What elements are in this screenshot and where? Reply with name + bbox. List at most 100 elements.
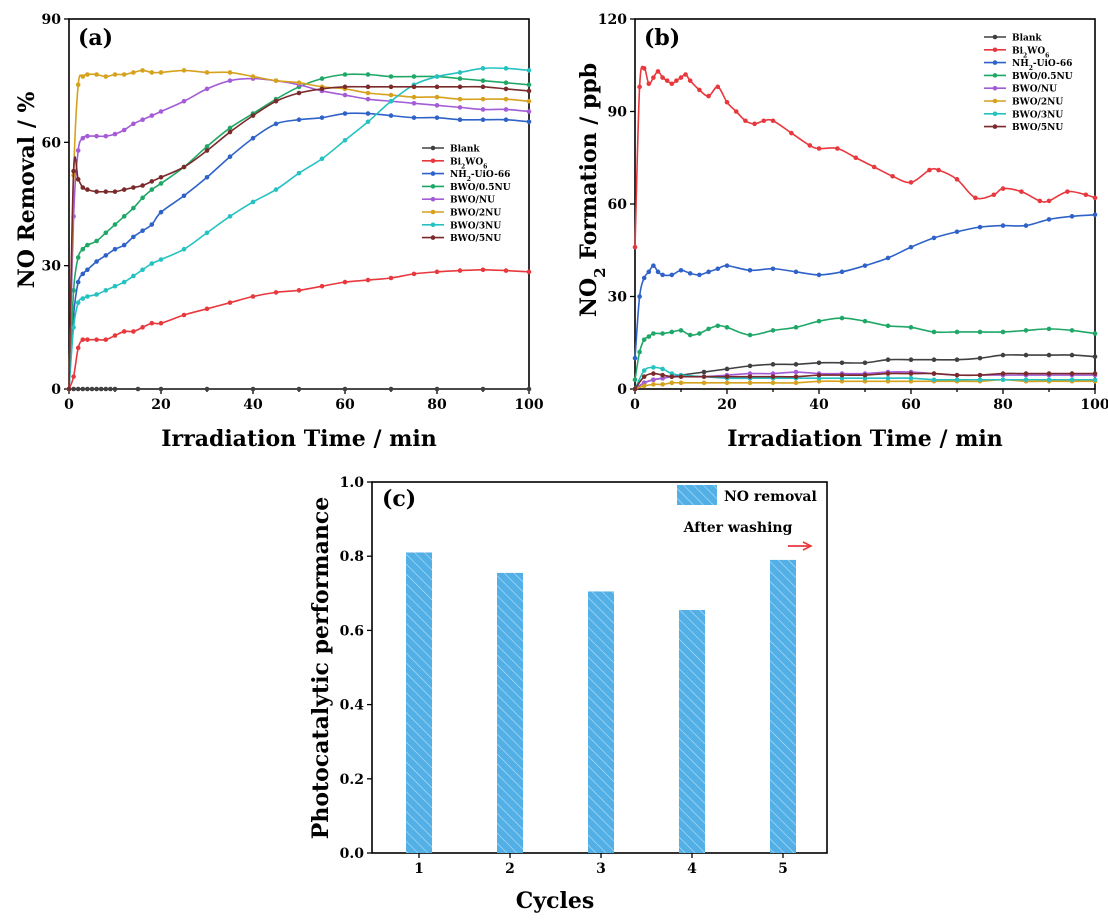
panel-a-series-nh2-uio-66-point <box>140 228 145 234</box>
panel-a-series-bi2wo6-point <box>121 329 127 334</box>
panel-b-xtick-label: 60 <box>901 397 921 413</box>
panel-a-series-bwo-2nu-point <box>365 90 371 96</box>
panel-b-series-bwo-0-5nu-point <box>1069 328 1075 333</box>
panel-b-series-bwo-5nu-point <box>908 371 914 376</box>
panel-c-ytick-label: 0.0 <box>340 846 365 862</box>
panel-b-legend-label: Bi2WO6 <box>1012 46 1049 59</box>
panel-b-series-bwo-3nu-point <box>885 375 891 381</box>
panel-c-xtick-label: 2 <box>505 861 515 877</box>
panel-b-series-bwo-0-5nu-point <box>816 318 822 324</box>
panel-a-legend-marker <box>430 184 436 189</box>
panel-a-series-bwo-2nu-point <box>75 82 81 88</box>
panel-b-series-bi2wo6-point <box>1046 198 1052 204</box>
panel-a-series-nh2-uio-66-point <box>503 117 509 123</box>
panel-a-series-bwo-nu-point <box>342 92 348 98</box>
panel-c-xtick-label: 1 <box>414 861 424 877</box>
panel-a-series-nh2-uio-66-point <box>319 115 325 120</box>
panel-b-legend-label: BWO/5NU <box>1012 123 1063 133</box>
panel-b-xtick-label: 40 <box>809 397 829 413</box>
panel-a-series-bwo-2nu-point <box>158 70 164 75</box>
panel-a-series-blank-point <box>250 386 256 392</box>
panel-b-series-bwo-0-5nu-point <box>651 331 656 336</box>
panel-a-series-blank-point <box>75 386 81 392</box>
panel-a-series-blank-point <box>526 386 532 392</box>
panel-b-series-bi2wo6-point <box>641 66 647 71</box>
panel-b-series-blank-point <box>839 360 845 366</box>
panel-b-series-bwo-5nu-point <box>862 372 868 378</box>
panel-b-series-bwo-0-5nu-point <box>793 325 799 330</box>
panel-a-series-bwo-0-5nu-point <box>75 255 81 260</box>
panel-b-series-nh2-uio-66-point <box>770 266 776 272</box>
panel-c-xtick-label: 4 <box>687 861 697 877</box>
panel-a-series-nh2-uio-66-point <box>103 253 109 258</box>
panel-b-series-bi2wo6-point <box>890 173 895 179</box>
panel-a-series-bwo-5nu <box>66 84 532 392</box>
panel-b-series-bi2wo6-point <box>724 99 730 105</box>
panel-a-legend-marker <box>430 171 436 176</box>
panel-a-series-bwo-5nu-point <box>411 84 417 90</box>
panel-b-series-bi2wo6-point <box>991 192 997 198</box>
panel-a-series-bwo-3nu-point <box>71 325 76 330</box>
panel-b-series-blank-point <box>908 357 914 363</box>
panel-b-series-blank-point <box>1069 352 1075 358</box>
panel-b-series-bi2wo6-point <box>807 143 813 148</box>
panel-a-series-bi2wo6-point <box>94 337 99 342</box>
panel-a-series-nh2-uio-66-point <box>388 113 394 118</box>
panel-a-series-bwo-3nu-point <box>457 70 463 75</box>
panel-a-series-nh2-uio-66-point <box>296 117 302 123</box>
panel-c-label: (c) <box>382 486 416 512</box>
panel-b-series-blank-point <box>747 363 753 369</box>
panel-a-series-bi2wo6-point <box>131 329 136 334</box>
panel-b-series-nh2-uio-66-point <box>862 263 868 268</box>
panel-a-series-bwo-5nu-point <box>457 84 463 90</box>
panel-a-series-blank-point <box>296 386 302 392</box>
panel-b-series-bi2wo6-point <box>655 69 661 74</box>
panel-b-series-bi2wo6-point <box>632 244 638 250</box>
panel-b-series-blank-point <box>1092 354 1098 359</box>
panel-a-series-bwo-2nu-point <box>149 70 155 75</box>
panel-b-series-nh2-uio-66-point <box>747 267 753 273</box>
panel-b-series-bi2wo6-point <box>1083 192 1089 198</box>
panel-b-series-bwo-0-5nu-point <box>1092 331 1098 336</box>
panel-a-series-bi2wo6-point <box>158 320 164 326</box>
panel-a-series-bwo-0-5nu-point <box>319 76 325 81</box>
panel-a-series-bwo-2nu-point <box>457 96 463 102</box>
panel-b-series-bwo-3nu-point <box>660 366 665 372</box>
panel-a-legend-marker <box>430 222 436 228</box>
panel-b-series-bwo-2nu-point <box>660 382 665 387</box>
panel-a-legend-marker <box>430 196 436 202</box>
panel-b-series-bwo-0-5nu-point <box>660 331 665 336</box>
panel-b-series-bwo-0-5nu-point <box>908 325 914 330</box>
panel-a-series-nh2-uio-66-point <box>181 193 187 199</box>
panel-a-series-bwo-2nu-point <box>103 74 109 79</box>
panel-a-xtick-label: 0 <box>64 397 74 413</box>
panel-b-series-bwo-5nu-point <box>1046 371 1052 376</box>
panel-b-legend-marker <box>992 47 998 53</box>
panel-b-series-bwo-5nu-point <box>678 374 684 379</box>
panel-a-series-bi2wo6-point <box>80 337 86 342</box>
panel-b-series-nh2-uio-66-point <box>1046 217 1052 222</box>
panel-a-series-bwo-2nu-point <box>526 98 532 104</box>
panel-a-series-bwo-3nu-point <box>80 296 86 301</box>
panel-b-series-bi2wo6-point <box>954 177 960 182</box>
panel-a-series-blank-point <box>98 386 104 392</box>
panel-a-series-bi2wo6-point <box>250 294 256 299</box>
panel-a-series-bwo-5nu-point <box>204 148 210 153</box>
panel-b-series-bwo-0-5nu-point <box>646 334 652 339</box>
panel-b-series-bwo-2nu-point <box>701 380 707 386</box>
panel-b-series-nh2-uio-66-point <box>715 266 721 272</box>
panel-a-series-bi2wo6-point <box>480 267 486 273</box>
panel-b-series-bi2wo6-point <box>1037 198 1043 204</box>
panel-b-series-bwo-0-5nu-point <box>1000 329 1006 335</box>
panel-b-xlabel: Irradiation Time / min <box>727 426 1003 452</box>
panel-b-legend-label: Blank <box>1012 34 1042 44</box>
panel-a-series-bi2wo6-point <box>112 333 118 338</box>
panel-c-ytick-label: 0.4 <box>340 698 365 714</box>
panel-b-series-bwo-3nu-point <box>1069 377 1075 383</box>
panel-a-series-bwo-0-5nu-point <box>149 187 155 192</box>
panel-a-series-nh2-uio-66-point <box>411 115 417 120</box>
panel-b-series-bwo-3nu-point <box>954 377 960 383</box>
panel-b-series-nh2-uio-66-point <box>655 269 661 275</box>
panel-a-series-bi2wo6-point <box>227 300 233 305</box>
panel-a-series-bwo-2nu-point <box>112 72 118 77</box>
